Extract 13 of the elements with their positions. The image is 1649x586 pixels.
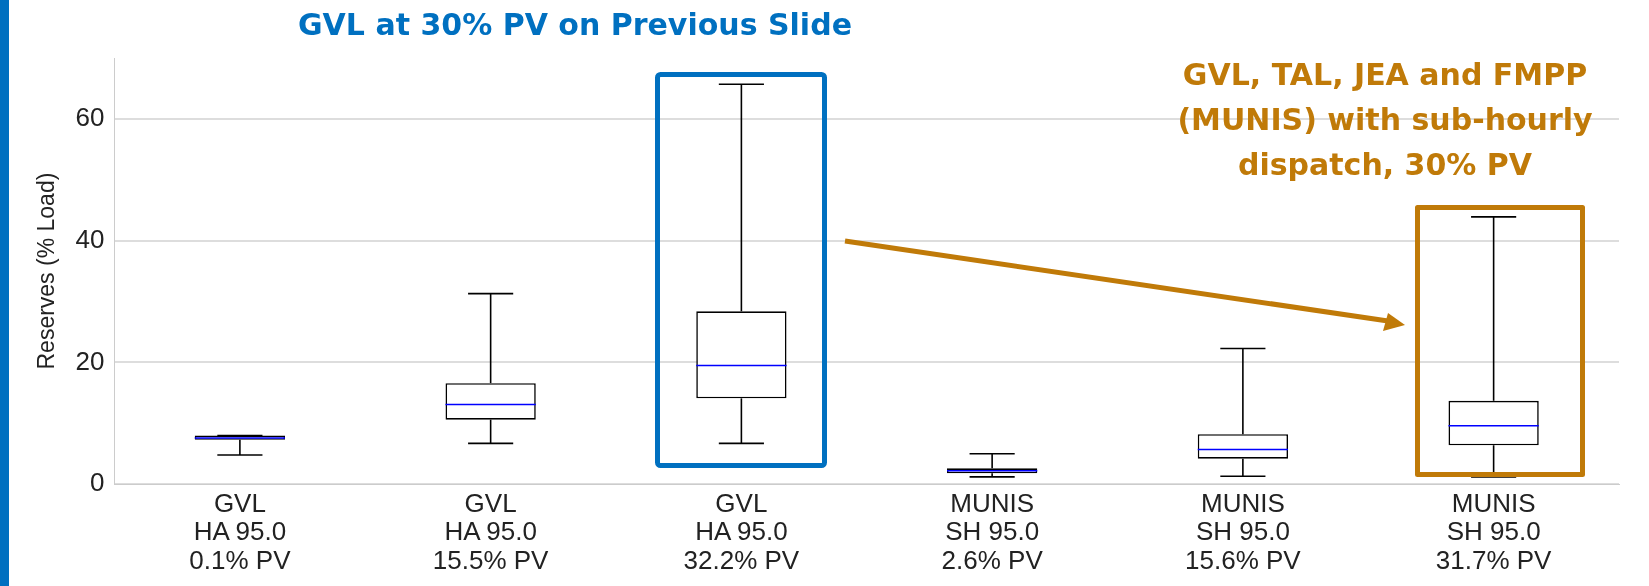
y-axis-title: Reserves (% Load) bbox=[33, 172, 60, 370]
y-tick-label: 40 bbox=[75, 223, 105, 254]
y-tick-label: 0 bbox=[90, 467, 105, 498]
x-tick-label: GVL HA 95.0 15.5% PV bbox=[432, 487, 550, 575]
x-tick-label: MUNIS SH 95.0 31.7% PV bbox=[1435, 487, 1553, 575]
y-tick-label: 60 bbox=[75, 102, 105, 133]
x-tick-label: GVL HA 95.0 0.1% PV bbox=[189, 487, 292, 575]
x-tick-label: MUNIS SH 95.0 15.6% PV bbox=[1185, 487, 1302, 575]
y-tick-label: 20 bbox=[75, 345, 105, 376]
annotation: GVL, TAL, JEA and FMPP (MUNIS) with sub-hourly dispatch, 30% PV bbox=[1176, 56, 1594, 184]
text: GVL at 30% PV on Previous Slide bbox=[297, 6, 853, 44]
x-tick-label: MUNIS SH 95.0 2.6% PV bbox=[941, 487, 1044, 575]
x-tick-label: GVL HA 95.0 32.2% PV bbox=[683, 487, 800, 575]
